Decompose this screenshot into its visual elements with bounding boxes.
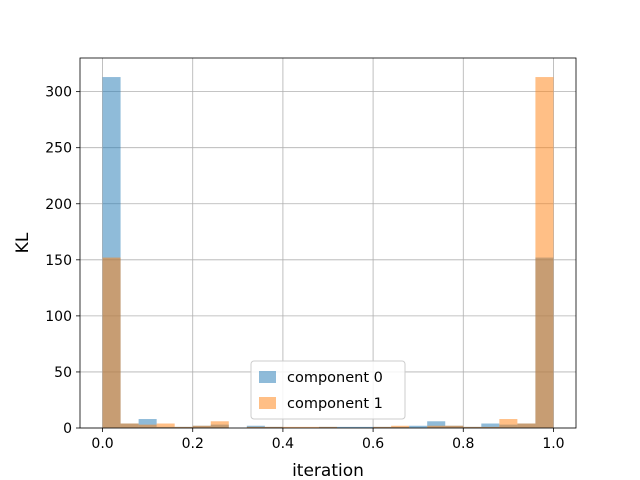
bar-series-0 (337, 426, 356, 428)
y-tick-label: 100 (45, 309, 72, 325)
x-axis-label: iteration (292, 461, 364, 480)
bar-series-1 (318, 426, 338, 428)
bar-series-1 (192, 425, 211, 428)
x-tick-label: 0.8 (452, 436, 474, 452)
x-tick-label: 0.2 (182, 436, 204, 452)
y-tick-label: 250 (45, 141, 72, 157)
bar-series-1 (282, 426, 301, 428)
legend-label: component 1 (287, 396, 383, 412)
legend-swatch (259, 397, 276, 409)
legend: component 0 component 1 (250, 360, 406, 420)
bar-series-1 (499, 419, 518, 428)
plot-frame (79, 57, 577, 429)
y-tick-label: 300 (45, 85, 72, 101)
bar-series-1 (300, 426, 319, 428)
bar-series-0 (409, 425, 428, 428)
y-tick-label: 50 (54, 365, 72, 381)
bar-series-1 (373, 426, 392, 428)
x-tick-label: 0.4 (272, 436, 294, 452)
bar-series-1 (156, 423, 175, 428)
bar-series-1 (535, 77, 554, 428)
y-tick-label: 200 (45, 197, 72, 213)
bar-series-1 (481, 426, 500, 428)
bar-series-0 (355, 426, 374, 428)
legend-swatch (259, 371, 276, 383)
x-tick-label: 0.0 (91, 436, 113, 452)
bar-series-1 (264, 426, 283, 428)
legend-box (250, 360, 406, 420)
bar-series-1 (463, 426, 482, 428)
bar-series-1 (174, 426, 193, 428)
legend-label: component 0 (287, 370, 383, 386)
bar-series-0 (427, 421, 446, 428)
axis-ticks: 0.0 0.2 0.4 0.6 0.8 1.0 0 50 100 150 200 250 300 (45, 85, 564, 452)
y-tick-label: 150 (45, 253, 72, 269)
y-tick-label: 0 (63, 421, 72, 437)
bar-series-1 (120, 423, 139, 428)
bar-series-1 (517, 423, 536, 428)
x-tick-label: 1.0 (542, 436, 564, 452)
bar-series-1 (210, 421, 229, 428)
bar-series-0 (138, 419, 157, 428)
x-tick-label: 0.6 (362, 436, 384, 452)
bar-series-1 (102, 257, 121, 428)
y-axis-label: KL (13, 232, 33, 253)
bar-series-1 (246, 426, 265, 428)
bar-series-1 (391, 425, 410, 428)
bar-series-1 (138, 424, 157, 428)
bars (102, 77, 554, 428)
bar-series-1 (427, 425, 446, 428)
bar-series-0 (481, 423, 500, 428)
bar-series-1 (445, 425, 464, 428)
